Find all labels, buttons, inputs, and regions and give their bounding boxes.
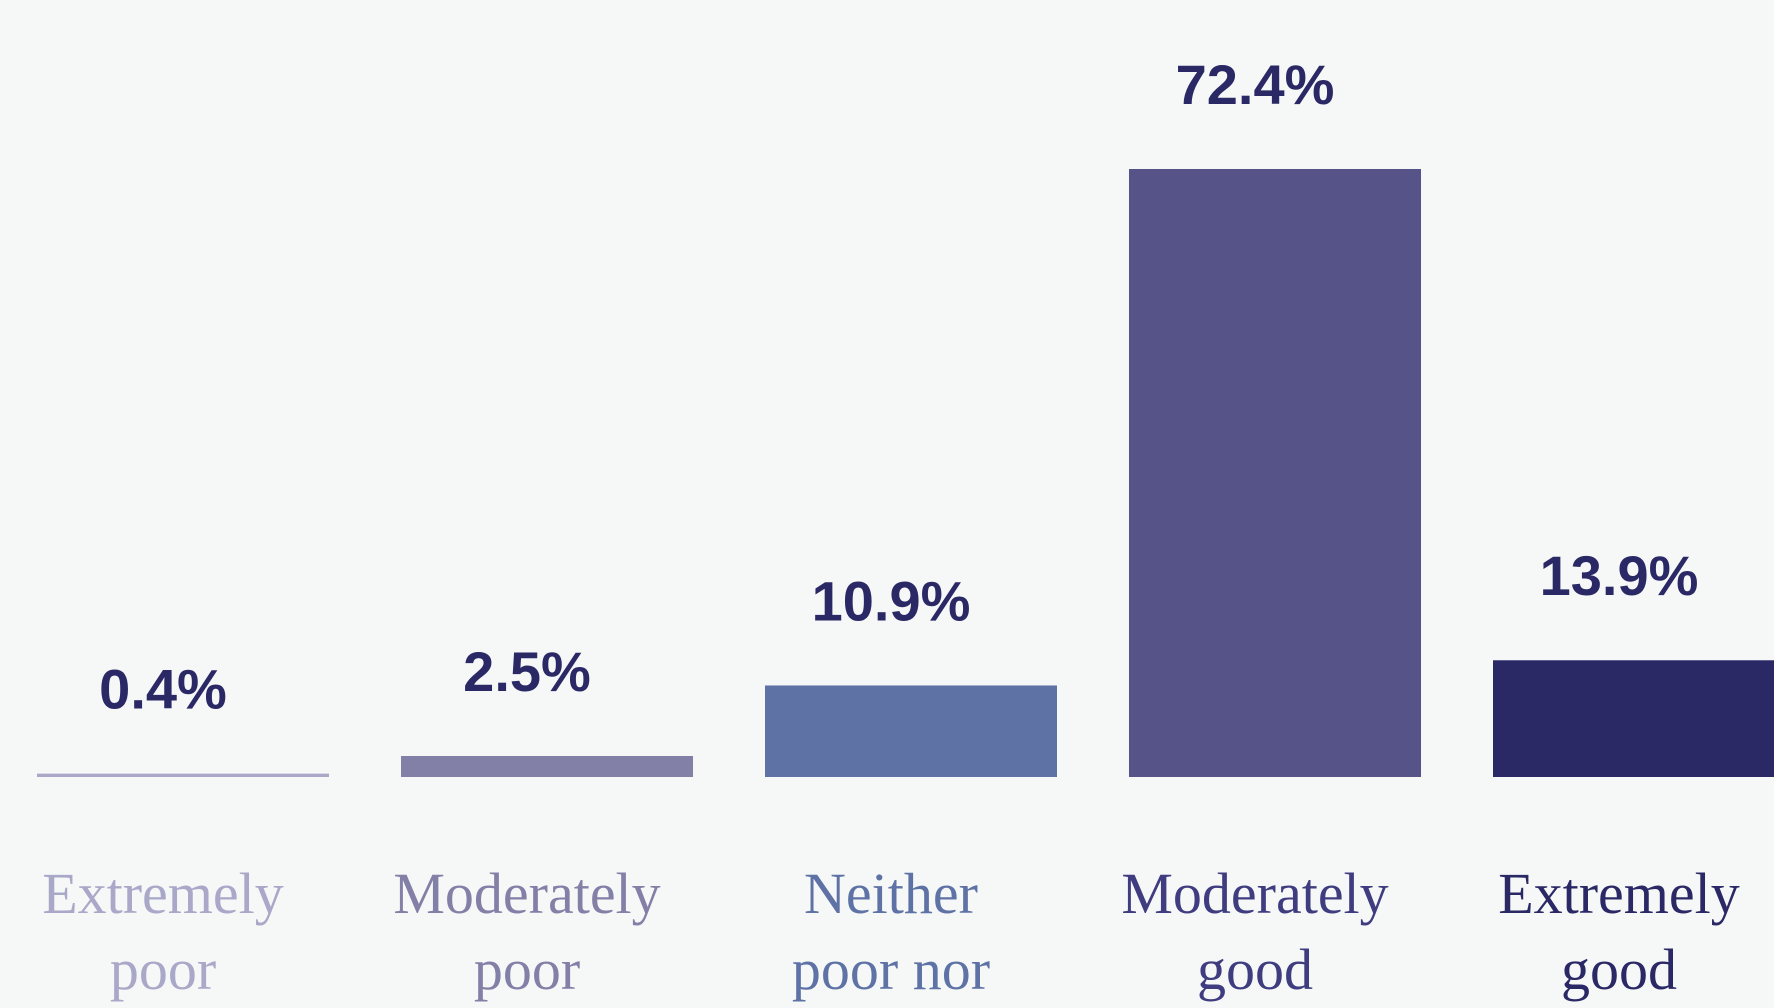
value-label: 2.5% (463, 640, 591, 703)
value-label: 0.4% (99, 657, 227, 720)
bar (1129, 169, 1421, 777)
bar (765, 685, 1057, 777)
category-label: Moderately good (1121, 861, 1389, 1002)
bar (1493, 660, 1774, 777)
category-label: Moderately poor (393, 861, 661, 1002)
bar (37, 773, 329, 777)
category-label: Extremely good (1498, 861, 1740, 1002)
category-label: Extremely poor (42, 861, 284, 1002)
category-label: Neither poor nor (791, 861, 991, 1002)
value-label: 13.9% (1540, 544, 1699, 607)
value-label: 72.4% (1176, 53, 1335, 116)
bar (401, 756, 693, 777)
value-label: 10.9% (812, 569, 971, 632)
